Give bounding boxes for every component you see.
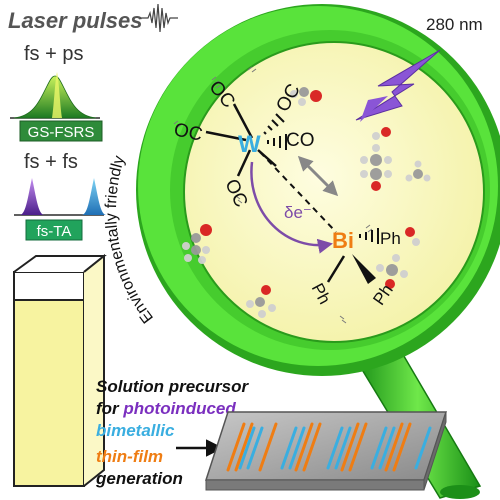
- solvent-molecules: [182, 87, 431, 318]
- magnifier-lens: [136, 4, 500, 376]
- uv-bolt: 280 nm: [355, 15, 483, 122]
- caption-line2: for photoinduced: [96, 399, 236, 418]
- fsta-label-box: [25, 219, 83, 241]
- caption-line1: Solution precursor: [96, 377, 249, 396]
- molecule: OC OC OC OC CO W δe⁻ Bi Ph Ph Ph: [172, 77, 401, 309]
- hash-bond-right: [267, 134, 287, 150]
- method-fsrs: GS-FSRS: [28, 124, 95, 141]
- hash-bond-up: [263, 113, 285, 135]
- film-pattern-orange: [226, 422, 412, 472]
- caption-thinfilm: thin-film: [96, 447, 163, 466]
- caption-photoinduced: photoinduced: [122, 399, 236, 418]
- vibration-marks: [173, 66, 373, 324]
- electron-label: δe⁻: [284, 203, 312, 222]
- wedge-bond-ph: [352, 254, 376, 284]
- laser-panel: Laser pulses fs + ps GS-FSRS fs + fs fs-…: [8, 3, 178, 241]
- co-label-right: CO: [286, 130, 315, 151]
- vibration-arrow: [297, 155, 339, 197]
- fsrs-label-box: [19, 120, 103, 142]
- caption: Solution precursor for photoinduced bime…: [95, 377, 249, 488]
- metal-w: W: [238, 131, 261, 158]
- combo-fs-fs: fs + fs: [24, 151, 78, 173]
- uv-wavelength: 280 nm: [426, 15, 483, 34]
- caption-line2-prefix: for: [96, 399, 123, 418]
- electron-transfer-arrow: [250, 161, 333, 254]
- hash-bond-ph-right: [359, 228, 379, 244]
- metal-bi: Bi: [332, 228, 354, 253]
- pulse-waveform: [140, 3, 178, 33]
- ph-label-right: Ph: [380, 229, 401, 248]
- method-fsta: fs-TA: [37, 223, 72, 240]
- fsta-peaks-graphic: [14, 178, 106, 216]
- laser-title: Laser pulses: [8, 8, 143, 33]
- caption-generation: generation: [95, 469, 183, 488]
- thin-film-substrate: [204, 411, 448, 491]
- caption-bimetallic: bimetallic: [96, 421, 175, 440]
- combo-fs-ps: fs + ps: [24, 43, 83, 65]
- film-pattern-blue: [238, 426, 432, 470]
- fsrs-peak-graphic: [10, 72, 100, 119]
- cuvette: [13, 253, 107, 487]
